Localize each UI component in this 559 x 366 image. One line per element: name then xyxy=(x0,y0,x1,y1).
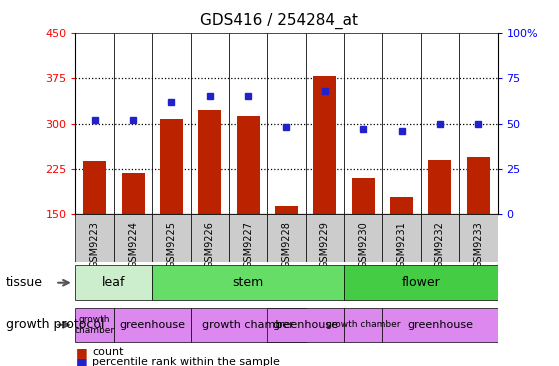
Bar xyxy=(152,265,344,300)
Text: ■: ■ xyxy=(75,356,87,366)
Text: tissue: tissue xyxy=(6,276,42,289)
Bar xyxy=(421,33,459,214)
Text: GSM9227: GSM9227 xyxy=(243,221,253,268)
Bar xyxy=(421,214,459,262)
Text: GSM9224: GSM9224 xyxy=(128,221,138,268)
Bar xyxy=(352,178,375,214)
Bar xyxy=(75,214,114,262)
Text: GSM9228: GSM9228 xyxy=(282,221,291,268)
Bar xyxy=(75,33,114,214)
Text: greenhouse: greenhouse xyxy=(119,320,185,330)
Text: GSM9232: GSM9232 xyxy=(435,221,445,268)
Text: growth chamber: growth chamber xyxy=(202,320,294,330)
Bar xyxy=(275,206,298,214)
Bar xyxy=(75,307,114,342)
Text: GSM9233: GSM9233 xyxy=(473,221,484,268)
Text: greenhouse: greenhouse xyxy=(273,320,339,330)
Bar xyxy=(344,214,382,262)
Bar xyxy=(160,119,183,214)
Bar xyxy=(229,33,267,214)
Bar xyxy=(267,33,306,214)
Bar xyxy=(152,214,191,262)
Bar xyxy=(152,33,191,214)
Text: stem: stem xyxy=(233,276,264,289)
Bar xyxy=(83,161,106,214)
Bar xyxy=(191,33,229,214)
Text: GSM9230: GSM9230 xyxy=(358,221,368,268)
Bar xyxy=(344,265,498,300)
Text: GDS416 / 254284_at: GDS416 / 254284_at xyxy=(201,13,358,29)
Bar xyxy=(198,110,221,214)
Bar xyxy=(121,173,145,214)
Bar xyxy=(390,197,413,214)
Text: GSM9231: GSM9231 xyxy=(396,221,406,268)
Text: GSM9229: GSM9229 xyxy=(320,221,330,268)
Bar xyxy=(191,307,306,342)
Text: greenhouse: greenhouse xyxy=(407,320,473,330)
Bar xyxy=(267,214,306,262)
Bar xyxy=(382,33,421,214)
Bar xyxy=(306,214,344,262)
Bar xyxy=(191,214,229,262)
Bar xyxy=(114,307,191,342)
Bar xyxy=(344,307,382,342)
Text: GSM9223: GSM9223 xyxy=(89,221,100,268)
Bar xyxy=(114,214,152,262)
Bar xyxy=(467,157,490,214)
Bar xyxy=(114,33,152,214)
Text: growth chamber: growth chamber xyxy=(326,320,400,329)
Text: leaf: leaf xyxy=(102,276,126,289)
Bar xyxy=(459,214,498,262)
Text: growth protocol: growth protocol xyxy=(6,318,104,331)
Bar xyxy=(459,33,498,214)
Bar xyxy=(267,307,344,342)
Bar xyxy=(344,33,382,214)
Bar xyxy=(236,116,259,214)
Text: growth
chamber: growth chamber xyxy=(74,315,115,335)
Bar xyxy=(428,160,452,214)
Text: percentile rank within the sample: percentile rank within the sample xyxy=(92,357,280,366)
Bar xyxy=(382,307,498,342)
Text: count: count xyxy=(92,347,124,357)
Text: GSM9226: GSM9226 xyxy=(205,221,215,268)
Bar xyxy=(314,76,337,214)
Text: ■: ■ xyxy=(75,346,87,359)
Bar xyxy=(382,214,421,262)
Text: GSM9225: GSM9225 xyxy=(167,221,177,268)
Bar xyxy=(75,265,152,300)
Bar xyxy=(306,33,344,214)
Bar xyxy=(229,214,267,262)
Text: flower: flower xyxy=(401,276,440,289)
